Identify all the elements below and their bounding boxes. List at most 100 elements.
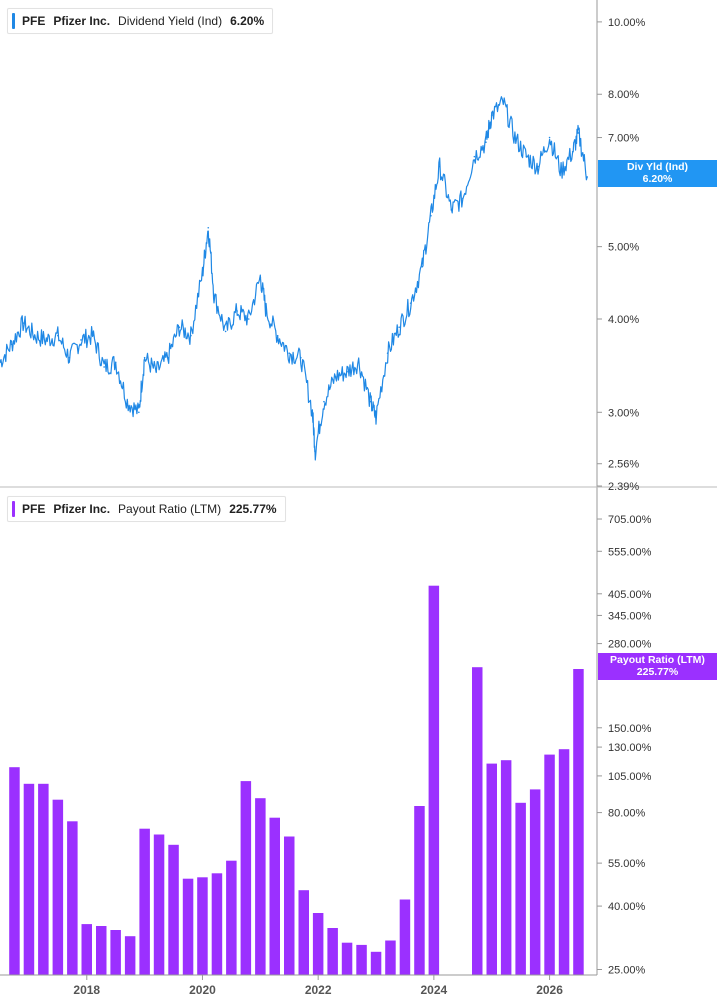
payout-bar <box>385 940 396 975</box>
yield-legend-company: Pfizer Inc. <box>53 14 111 28</box>
yield-point <box>560 170 562 173</box>
payout-legend-company: Pfizer Inc. <box>53 502 111 516</box>
yield-point <box>346 370 348 373</box>
yield-point <box>577 132 580 134</box>
payout-bar <box>182 878 194 975</box>
payout-bar <box>414 806 425 975</box>
yield-point <box>421 265 424 268</box>
yield-legend-metric: Dividend Yield (Ind) <box>118 14 223 28</box>
yield-point <box>548 136 551 139</box>
yield-flag-label: Div Yld (Ind) <box>626 161 689 173</box>
payout-bar <box>52 799 64 975</box>
y-tick-label: 130.00% <box>608 742 652 754</box>
yield-point <box>311 411 314 414</box>
yield-point <box>265 310 267 312</box>
payout-y-axis: 705.00% 555.00% 405.00% 345.00% 280.00% 150.0… <box>597 514 652 976</box>
yield-legend-ticker: PFE <box>22 14 46 28</box>
payout-bar <box>500 760 512 975</box>
payout-legend-value: 225.77% <box>229 502 277 516</box>
payout-legend[interactable]: PFE Pfizer Inc. Payout Ratio (LTM) 225.7… <box>7 496 286 522</box>
yield-point <box>525 155 528 158</box>
payout-bar <box>23 783 35 975</box>
payout-bars <box>9 585 584 975</box>
payout-bar <box>486 763 497 975</box>
payout-bar <box>139 828 150 975</box>
x-tick-label: 2020 <box>189 983 216 997</box>
yield-point <box>207 226 210 229</box>
yield-point <box>80 339 82 341</box>
y-tick-label: 8.00% <box>608 89 639 101</box>
payout-bar <box>96 926 107 975</box>
yield-legend[interactable]: PFE Pfizer Inc. Dividend Yield (Ind) 6.2… <box>7 8 274 34</box>
payout-legend-ticker: PFE <box>22 502 46 516</box>
yield-point <box>369 400 372 403</box>
yield-value-flag: Div Yld (Ind) 6.20% <box>598 160 717 187</box>
payout-bar <box>284 836 295 975</box>
yield-line <box>0 96 588 461</box>
yield-point <box>22 322 24 324</box>
yield-point <box>409 302 412 304</box>
yield-point <box>33 334 36 337</box>
yield-line-series <box>0 96 588 461</box>
payout-bar <box>341 942 353 975</box>
yield-point <box>224 330 227 333</box>
yield-point <box>213 294 215 297</box>
payout-legend-metric: Payout Ratio (LTM) <box>118 502 222 516</box>
payout-bar <box>327 928 338 975</box>
x-axis: 2018 2020 2022 2024 2026 <box>73 975 563 997</box>
payout-bar <box>269 817 280 975</box>
yield-y-axis: 10.00% 8.00% 7.00% 5.00% 4.00% 3.00% 2.56% 2.39… <box>597 17 646 493</box>
yield-point <box>537 165 539 168</box>
payout-bar <box>197 877 208 975</box>
payout-bar <box>428 585 440 975</box>
y-tick-label: 4.00% <box>608 314 639 326</box>
yield-point <box>375 416 377 419</box>
yield-point <box>236 310 238 312</box>
y-tick-label: 105.00% <box>608 771 652 783</box>
payout-bar <box>124 936 136 975</box>
payout-bar <box>9 767 20 975</box>
yield-point <box>57 334 59 337</box>
payout-bar <box>298 890 309 975</box>
payout-bar <box>226 860 237 975</box>
yield-point <box>288 352 291 354</box>
payout-bar <box>558 749 570 975</box>
payout-bar <box>370 951 382 975</box>
x-tick-label: 2024 <box>421 983 448 997</box>
payout-value-flag: Payout Ratio (LTM) 225.77% <box>598 653 717 680</box>
payout-bar <box>240 781 252 975</box>
y-tick-label: 3.00% <box>608 407 639 419</box>
payout-swatch <box>12 501 15 517</box>
payout-bar <box>573 669 584 975</box>
y-tick-label: 150.00% <box>608 723 652 735</box>
yield-point <box>314 450 317 453</box>
payout-bar <box>67 821 78 975</box>
payout-bar <box>356 944 367 975</box>
y-tick-label: 55.00% <box>608 858 646 870</box>
y-tick-label: 280.00% <box>608 639 652 651</box>
x-tick-label: 2026 <box>536 983 563 997</box>
y-tick-label: 5.00% <box>608 242 639 254</box>
yield-point <box>259 276 262 279</box>
y-tick-label: 405.00% <box>608 589 652 601</box>
y-tick-label: 2.56% <box>608 459 639 471</box>
payout-bar <box>153 834 165 975</box>
y-tick-label: 2.39% <box>608 481 639 493</box>
payout-flag-value: 225.77% <box>636 666 679 678</box>
yield-point <box>178 326 181 329</box>
payout-flag-label: Payout Ratio (LTM) <box>610 654 705 666</box>
yield-point <box>485 141 487 144</box>
yield-point <box>334 375 337 378</box>
yield-point <box>143 356 146 359</box>
yield-point <box>386 352 389 354</box>
yield-point <box>323 400 325 403</box>
payout-bar <box>544 754 555 975</box>
yield-point <box>138 411 140 414</box>
yield-point <box>398 326 400 329</box>
payout-bar <box>211 873 223 975</box>
yield-point <box>473 155 476 158</box>
yield-point <box>103 366 105 368</box>
y-tick-label: 345.00% <box>608 610 652 622</box>
payout-bar <box>312 913 324 975</box>
payout-bar <box>472 667 483 975</box>
